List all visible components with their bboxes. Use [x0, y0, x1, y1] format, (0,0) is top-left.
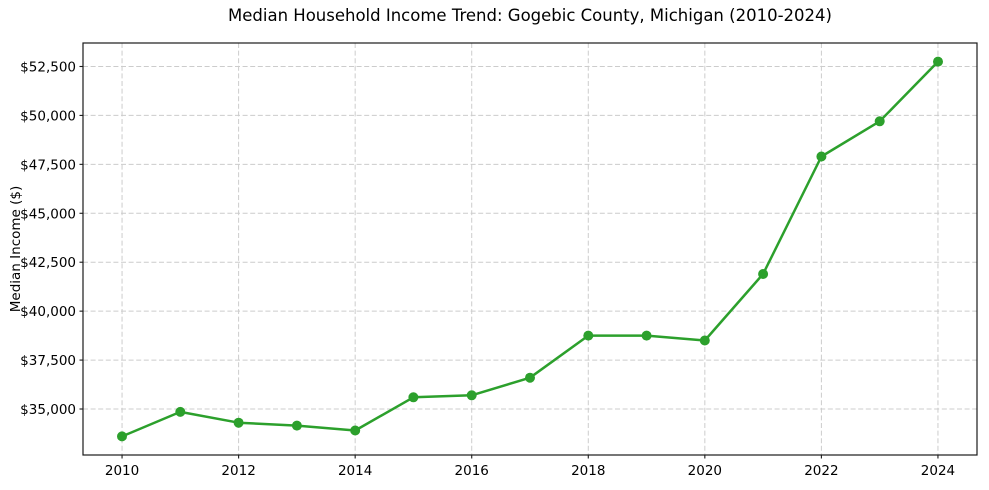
- y-tick-label: $50,000: [20, 108, 76, 124]
- y-tick-label: $42,500: [20, 255, 76, 271]
- x-tick-label: 2014: [338, 463, 372, 479]
- x-tick-label: 2010: [105, 463, 139, 479]
- data-point: [816, 151, 827, 162]
- gridlines: [83, 43, 977, 455]
- ticks: $35,000 $37,500 $40,000 $42,500 $45,000 $47,5…: [20, 59, 955, 479]
- data-point: [350, 425, 361, 436]
- x-tick-label: 2018: [571, 463, 605, 479]
- data-point: [408, 392, 419, 403]
- y-tick-label: $45,000: [20, 206, 76, 222]
- data-point: [233, 417, 244, 428]
- y-tick-label: $47,500: [20, 157, 76, 173]
- data-point: [583, 330, 594, 341]
- data-point: [291, 420, 302, 431]
- x-tick-label: 2020: [688, 463, 722, 479]
- x-tick-label: 2012: [221, 463, 255, 479]
- x-tick-label: 2022: [804, 463, 838, 479]
- chart-title: Median Household Income Trend: Gogebic C…: [228, 6, 832, 25]
- y-tick-label: $35,000: [20, 402, 76, 418]
- x-tick-label: 2016: [455, 463, 489, 479]
- y-tick-label: $52,500: [20, 59, 76, 75]
- data-point: [933, 56, 943, 67]
- data-point: [175, 406, 186, 417]
- data-point: [117, 431, 127, 442]
- y-tick-label: $40,000: [20, 304, 76, 320]
- data-point: [699, 335, 710, 346]
- data-point: [525, 372, 535, 383]
- data-point: [466, 390, 477, 401]
- data-point: [874, 116, 885, 127]
- y-tick-label: $37,500: [20, 353, 76, 369]
- data-point: [758, 269, 769, 279]
- data-point: [641, 330, 652, 341]
- plot-border: [82, 42, 978, 456]
- x-tick-label: 2024: [921, 463, 955, 479]
- data-series: [117, 56, 943, 442]
